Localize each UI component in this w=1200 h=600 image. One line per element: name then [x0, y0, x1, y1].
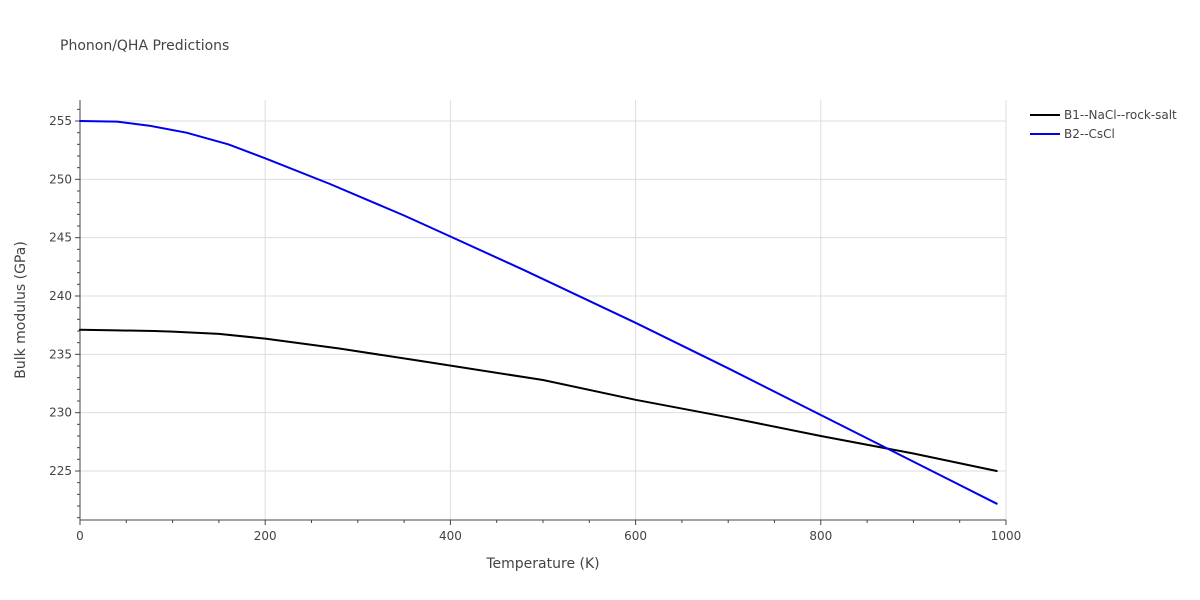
y-axis-title: Bulk modulus (GPa)	[13, 241, 29, 379]
series-lines	[79, 120, 998, 505]
legend-label: B2--CsCl	[1064, 127, 1115, 141]
legend[interactable]: B1--NaCl--rock-salt B2--CsCl	[1030, 108, 1177, 141]
x-tick-label: 1000	[991, 529, 1022, 543]
tick-labels: 0 200 400 600 800 1000 225 230 235 240 245 250 255	[49, 114, 1021, 543]
x-tick-label: 200	[254, 529, 277, 543]
x-tick-label: 800	[809, 529, 832, 543]
chart-title: Phonon/QHA Predictions	[60, 38, 229, 54]
grid	[80, 100, 1007, 520]
legend-label: B1--NaCl--rock-salt	[1064, 108, 1177, 122]
y-tick-label: 245	[49, 231, 72, 245]
y-tick-label: 230	[49, 406, 72, 420]
series-line-0	[79, 328, 998, 472]
x-axis-title: Temperature (K)	[485, 556, 599, 572]
y-tick-label: 225	[49, 464, 72, 478]
y-tick-label: 250	[49, 172, 72, 186]
series-line-1	[79, 120, 998, 505]
axes	[75, 100, 1007, 525]
y-tick-label: 235	[49, 347, 72, 361]
y-tick-label: 255	[49, 114, 72, 128]
legend-item-0[interactable]: B1--NaCl--rock-salt	[1030, 108, 1177, 122]
x-tick-label: 400	[439, 529, 462, 543]
x-tick-label: 0	[76, 529, 84, 543]
x-tick-label: 600	[624, 529, 647, 543]
legend-item-1[interactable]: B2--CsCl	[1030, 127, 1115, 141]
y-tick-label: 240	[49, 289, 72, 303]
